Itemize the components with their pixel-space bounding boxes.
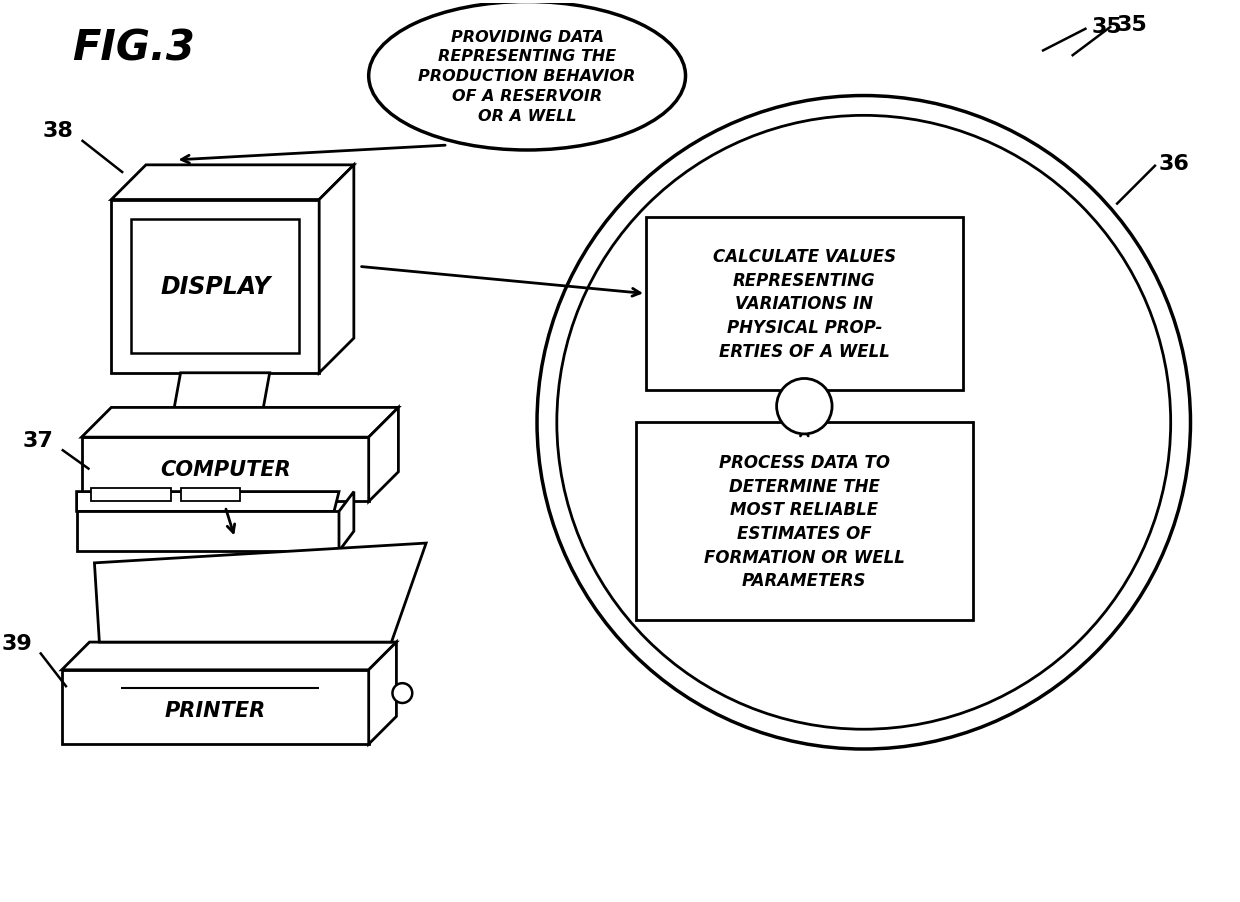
Text: 35: 35 — [1091, 17, 1122, 37]
FancyBboxPatch shape — [131, 220, 299, 354]
Polygon shape — [368, 642, 397, 744]
Polygon shape — [368, 408, 398, 502]
Circle shape — [392, 684, 412, 704]
Polygon shape — [77, 492, 339, 511]
FancyBboxPatch shape — [82, 437, 368, 502]
Circle shape — [776, 379, 832, 435]
FancyBboxPatch shape — [181, 488, 241, 502]
Polygon shape — [62, 642, 397, 670]
Text: 36: 36 — [1159, 153, 1189, 174]
Text: CALCULATE VALUES
REPRESENTING
VARIATIONS IN
PHYSICAL PROP-
ERTIES OF A WELL: CALCULATE VALUES REPRESENTING VARIATIONS… — [713, 248, 897, 360]
FancyBboxPatch shape — [92, 488, 171, 502]
Text: 39: 39 — [1, 633, 32, 653]
Ellipse shape — [368, 3, 686, 151]
Polygon shape — [339, 492, 353, 551]
Text: PROCESS DATA TO
DETERMINE THE
MOST RELIABLE
ESTIMATES OF
FORMATION OR WELL
PARAM: PROCESS DATA TO DETERMINE THE MOST RELIA… — [704, 454, 905, 590]
FancyBboxPatch shape — [62, 670, 368, 744]
Text: 37: 37 — [24, 430, 53, 450]
FancyBboxPatch shape — [636, 423, 972, 621]
Text: DISPLAY: DISPLAY — [160, 275, 270, 299]
Polygon shape — [94, 544, 427, 642]
Polygon shape — [171, 373, 269, 428]
FancyBboxPatch shape — [77, 511, 339, 551]
Polygon shape — [319, 166, 353, 373]
Polygon shape — [112, 166, 353, 200]
FancyBboxPatch shape — [646, 217, 962, 391]
Text: 38: 38 — [42, 121, 73, 141]
Text: FIG.3: FIG.3 — [72, 27, 195, 69]
Text: COMPUTER: COMPUTER — [160, 460, 290, 480]
Polygon shape — [82, 408, 398, 437]
FancyBboxPatch shape — [112, 200, 319, 373]
Text: PRINTER: PRINTER — [165, 700, 265, 720]
Text: 35: 35 — [1116, 15, 1147, 35]
Text: PROVIDING DATA
REPRESENTING THE
PRODUCTION BEHAVIOR
OF A RESERVOIR
OR A WELL: PROVIDING DATA REPRESENTING THE PRODUCTI… — [418, 30, 636, 124]
